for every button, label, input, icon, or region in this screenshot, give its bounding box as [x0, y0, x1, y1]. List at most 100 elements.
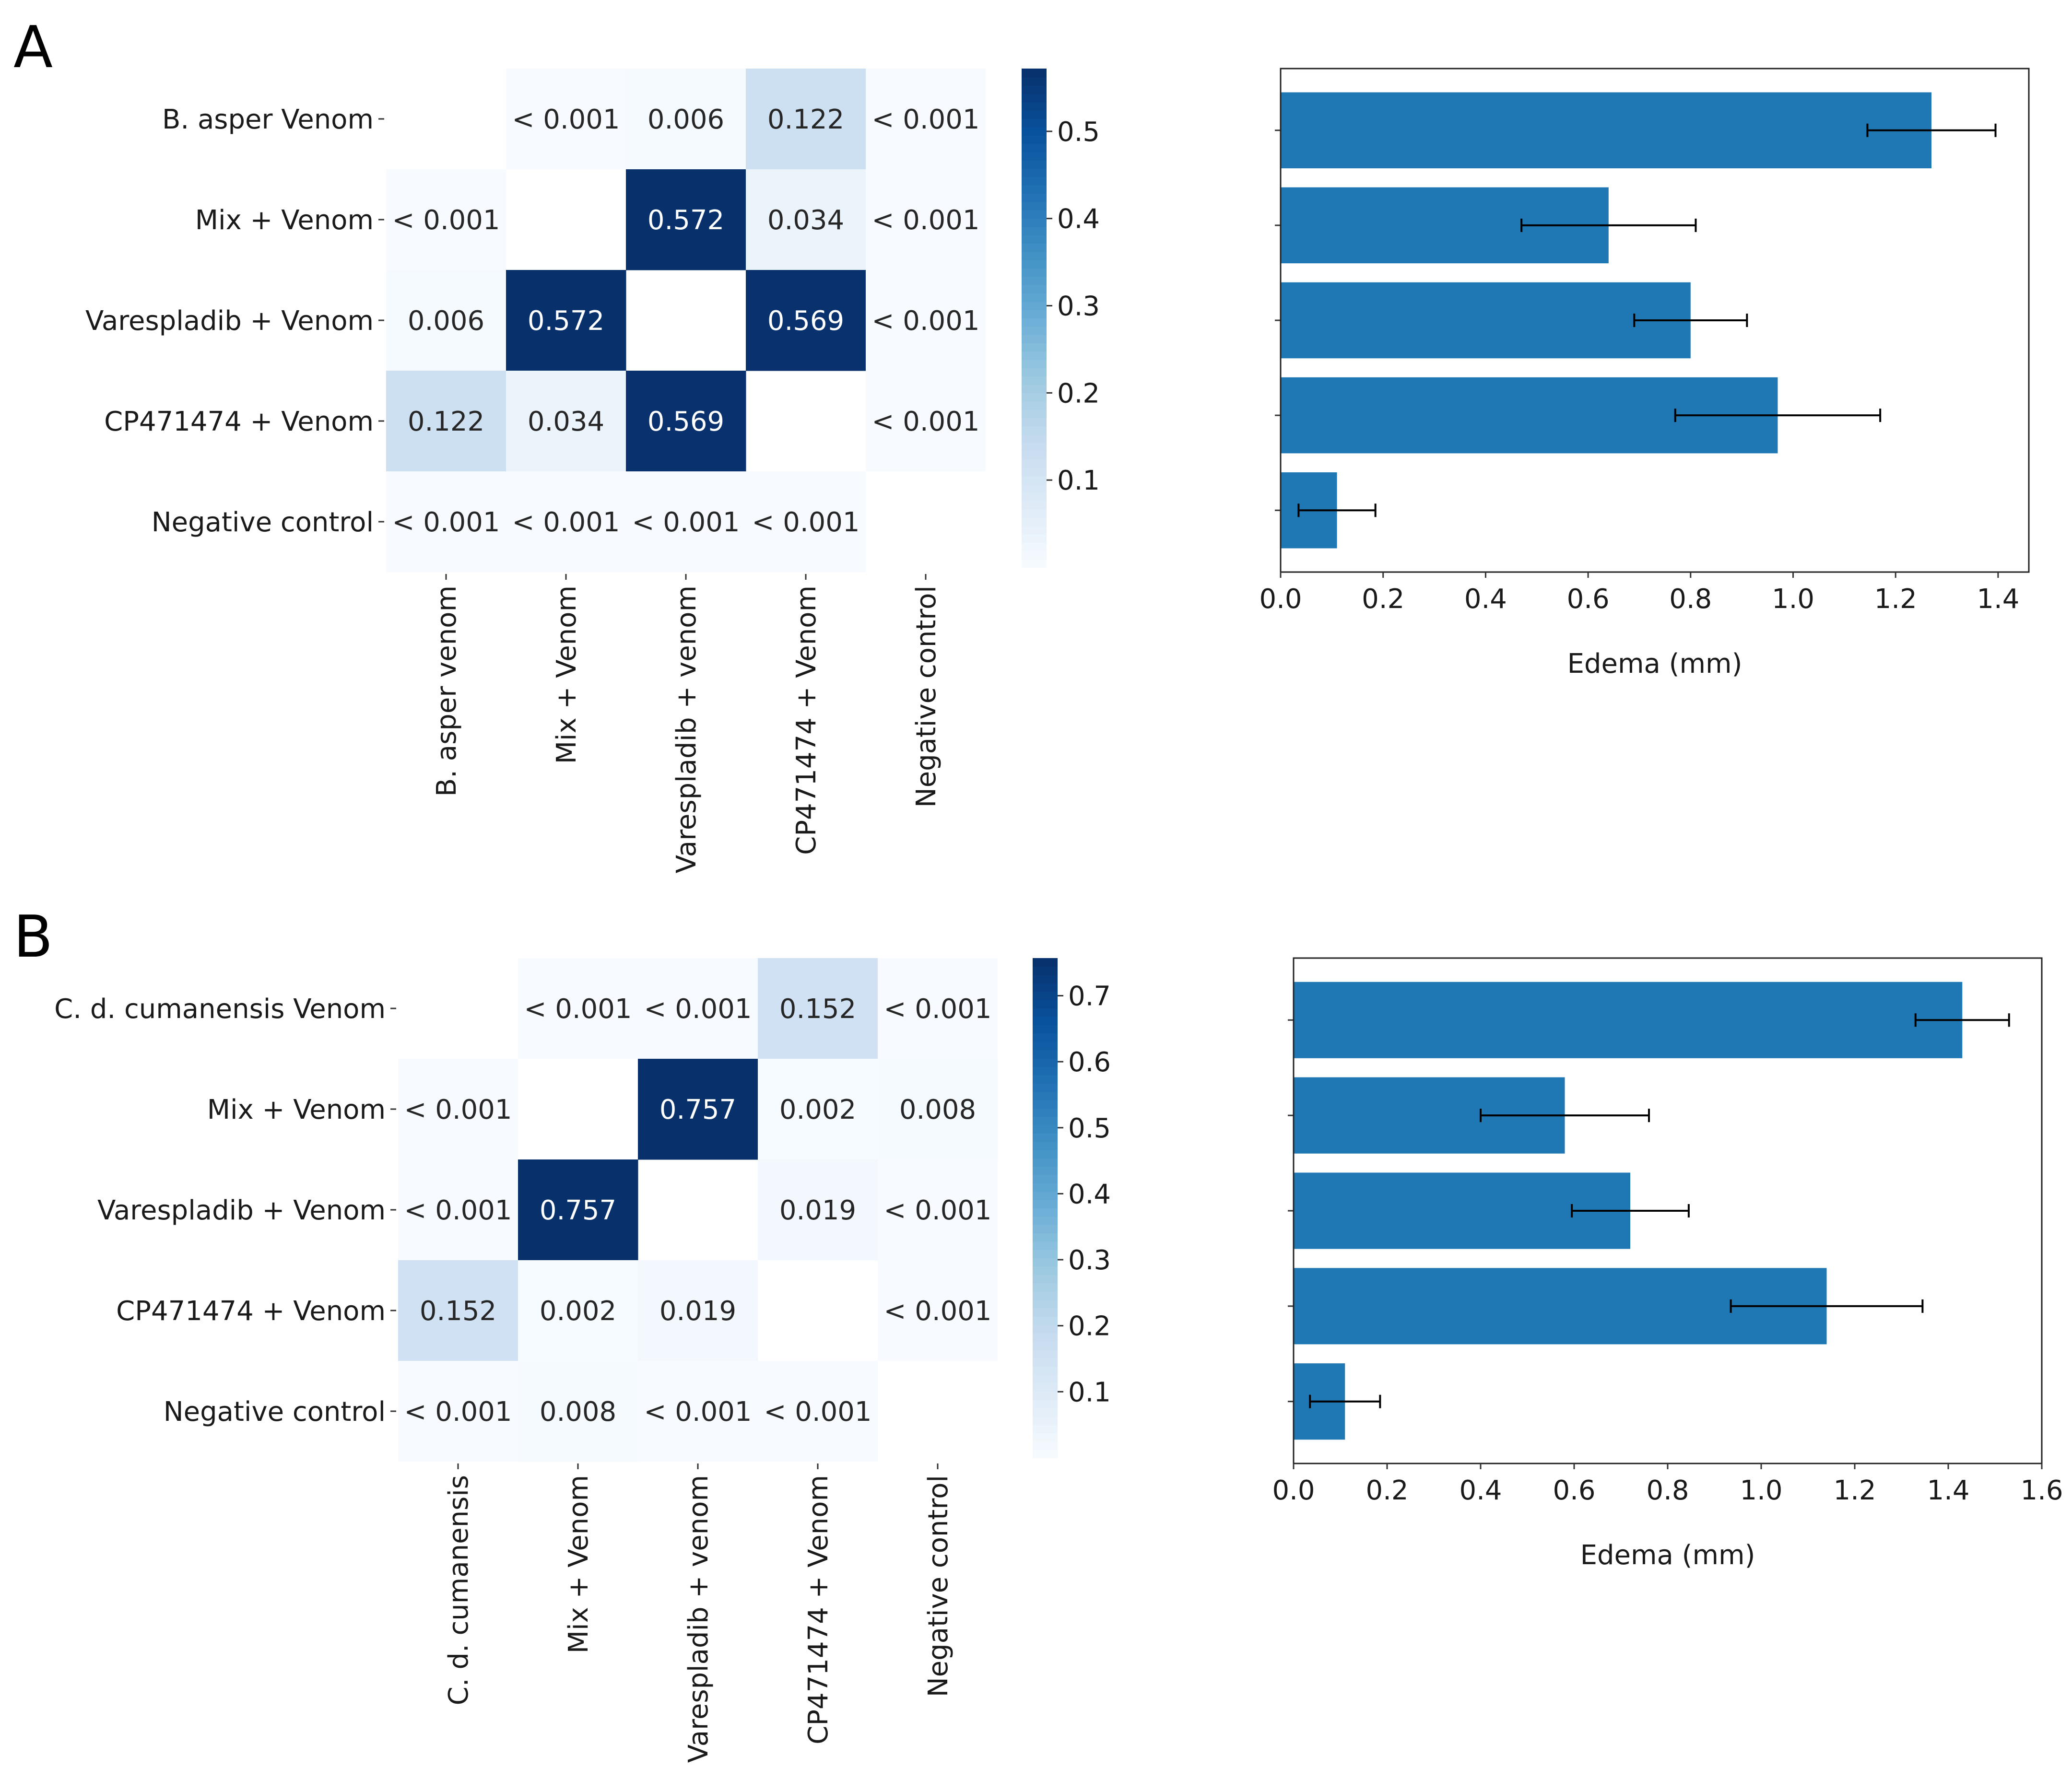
panel-a-heatmap: < 0.001 0.006 0.122 < 0.001 < 0.001 0.572 0.03…	[85, 69, 986, 873]
colorbar-segment	[1033, 991, 1058, 1000]
colorbar-segment	[1022, 301, 1047, 310]
x-tick-label: 1.4	[1927, 1475, 1969, 1506]
x-axis-label: Edema (mm)	[1567, 648, 1742, 679]
heatmap-cell	[518, 1361, 638, 1462]
colorbar-segment	[1022, 318, 1047, 327]
heatmap-cell	[506, 69, 626, 170]
heatmap-cell-label: 0.002	[779, 1094, 856, 1125]
heatmap-cell-label: 0.034	[528, 406, 604, 437]
colorbar-segment	[1033, 1316, 1058, 1325]
heatmap-cell	[746, 270, 866, 371]
colorbar-segment	[1022, 334, 1047, 343]
colorbar-segment	[1022, 293, 1047, 302]
heatmap-cell-label: < 0.001	[632, 507, 740, 538]
col-label: Negative control	[923, 1475, 954, 1697]
colorbar-segment	[1022, 201, 1047, 211]
x-tick-label: 0.8	[1669, 584, 1712, 615]
colorbar-segment	[1033, 1199, 1058, 1208]
colorbar-segment	[1022, 276, 1047, 285]
col-label: B. asper venom	[431, 585, 462, 796]
panel-a-bar-chart: 0.0 0.2 0.4 0.6 0.8 1.0 1.2 1.4 Edema (mm)	[1259, 68, 2030, 679]
colorbar-segment	[1033, 974, 1058, 984]
bar	[1294, 982, 1963, 1058]
colorbar-segment	[1033, 1366, 1058, 1375]
heatmap-cell-label: < 0.001	[392, 507, 500, 538]
colorbar-segment	[1033, 1391, 1058, 1400]
bar	[1281, 92, 1931, 169]
heatmap-cell	[398, 1159, 518, 1261]
panel-a-letter: A	[13, 14, 53, 81]
heatmap-cell-label: 0.002	[540, 1296, 616, 1327]
colorbar-segment	[1022, 459, 1047, 468]
heatmap-cell-label: < 0.001	[764, 1396, 871, 1428]
colorbar-tick-label: 0.5	[1057, 117, 1100, 148]
x-tick-label: 0.2	[1362, 584, 1404, 615]
x-tick-label: 1.4	[1977, 584, 2019, 615]
colorbar-segment	[1033, 1149, 1058, 1159]
colorbar-segment	[1022, 143, 1047, 152]
row-label: Negative control	[152, 507, 374, 538]
row-label: Mix + Venom	[207, 1094, 386, 1125]
heatmap-cell-label: 0.019	[779, 1195, 856, 1226]
panel-b-letter: B	[13, 904, 53, 971]
heatmap-cell	[638, 958, 758, 1059]
colorbar-segment	[1022, 85, 1047, 94]
heatmap-cell	[758, 1361, 878, 1462]
heatmap-cell	[626, 69, 746, 170]
colorbar-segment	[1022, 226, 1047, 235]
heatmap-cell-label: < 0.001	[404, 1396, 512, 1428]
colorbar-tick-label: 0.1	[1068, 1377, 1111, 1408]
colorbar-segment	[1033, 1233, 1058, 1242]
colorbar-segment	[1033, 1216, 1058, 1225]
colorbar-tick-label: 0.3	[1068, 1245, 1111, 1276]
colorbar-segment	[1022, 559, 1047, 568]
colorbar-segment	[1022, 359, 1047, 368]
col-label: Varespladib + venom	[671, 585, 702, 873]
colorbar-segment	[1022, 484, 1047, 493]
heatmap-cell-label: 0.019	[659, 1296, 736, 1327]
colorbar-segment	[1022, 401, 1047, 410]
colorbar-segment	[1033, 1333, 1058, 1342]
colorbar-tick-label: 0.6	[1068, 1047, 1111, 1078]
colorbar-segment	[1022, 268, 1047, 277]
x-tick-label: 1.6	[2020, 1475, 2063, 1506]
colorbar-segment	[1022, 393, 1047, 402]
colorbar-segment	[1022, 284, 1047, 293]
colorbar-segment	[1033, 1399, 1058, 1408]
heatmap-cell	[866, 69, 986, 170]
heatmap-cell-label: < 0.001	[883, 994, 991, 1025]
heatmap-cell-label: 0.122	[408, 406, 484, 437]
x-tick-label: 0.0	[1272, 1475, 1315, 1506]
colorbar-segment	[1022, 94, 1047, 103]
colorbar-segment	[1022, 376, 1047, 385]
heatmap-cell	[398, 1361, 518, 1462]
colorbar-tick-label: 0.3	[1057, 291, 1100, 322]
colorbar-segment	[1033, 1308, 1058, 1317]
col-label: Mix + Venom	[563, 1475, 594, 1653]
heatmap-cell	[878, 1159, 998, 1261]
colorbar-segment	[1022, 118, 1047, 128]
colorbar-segment	[1022, 426, 1047, 435]
colorbar-segment	[1022, 135, 1047, 144]
colorbar-segment	[1022, 542, 1047, 551]
col-label: Negative control	[911, 585, 942, 808]
colorbar-segment	[1022, 152, 1047, 161]
heatmap-cell	[638, 1361, 758, 1462]
colorbar-segment	[1022, 501, 1047, 510]
row-label: Negative control	[164, 1396, 386, 1428]
colorbar-segment	[1033, 1158, 1058, 1167]
colorbar-segment	[1022, 418, 1047, 427]
heatmap-cell	[506, 270, 626, 371]
plot-frame	[1280, 68, 2030, 573]
colorbar-segment	[1033, 1324, 1058, 1334]
col-label: Mix + Venom	[551, 585, 582, 764]
heatmap-cell	[638, 1260, 758, 1361]
colorbar-segment	[1033, 1224, 1058, 1234]
colorbar-segment	[1022, 476, 1047, 485]
colorbar-segment	[1033, 1441, 1058, 1450]
colorbar-segment	[1033, 1249, 1058, 1259]
colorbar-segment	[1033, 1191, 1058, 1200]
heatmap-cell	[626, 471, 746, 573]
colorbar-segment	[1033, 966, 1058, 975]
colorbar-segment	[1022, 69, 1047, 78]
